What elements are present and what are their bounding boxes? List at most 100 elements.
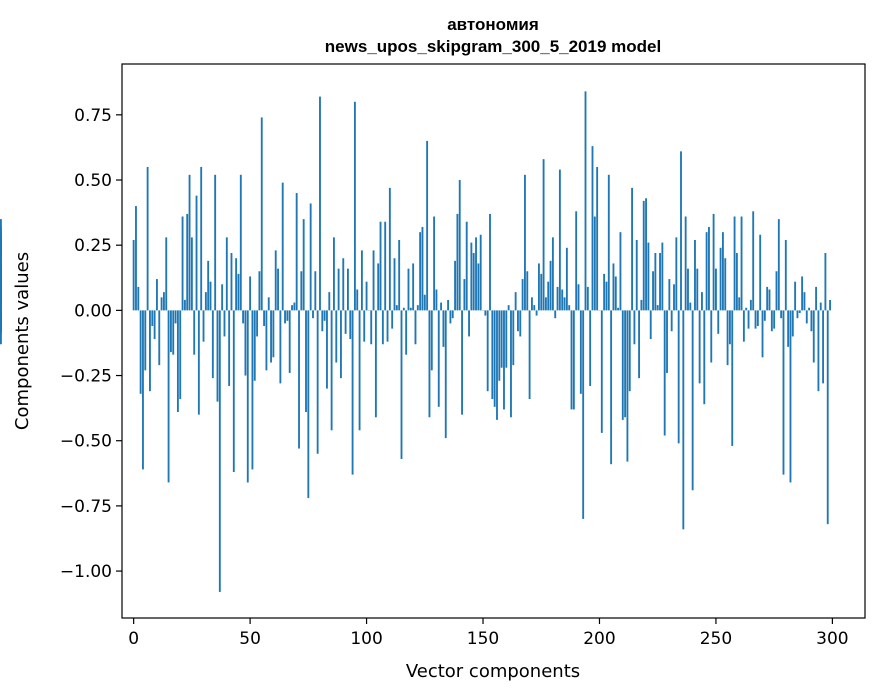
bar-component-291 [810, 310, 813, 332]
bar-component-52 [253, 310, 256, 381]
bar-component-205 [610, 310, 613, 465]
bar-component-222 [649, 310, 652, 340]
bar-component-218 [640, 299, 643, 311]
bar-component-166 [519, 310, 522, 337]
bar-component-122 [416, 305, 419, 311]
bar-component-67 [288, 310, 291, 373]
bar-component-240 [691, 310, 694, 491]
bar-component-105 [377, 263, 380, 311]
bar-component-221 [647, 242, 650, 311]
bar-component-39 [223, 310, 226, 337]
bar-component-13 [162, 292, 165, 311]
x-tick-label: 200 [583, 629, 615, 649]
bar-component-81 [321, 310, 324, 332]
bar-component-270 [761, 310, 764, 358]
y-tick-label: 0.25 [74, 236, 112, 256]
bar-component-295 [819, 302, 822, 311]
bar-component-111 [391, 310, 394, 329]
bar-component-undefined [0, 263, 2, 311]
bar-component-172 [533, 305, 536, 311]
bar-component-5 [144, 310, 147, 371]
plot-frame [121, 63, 866, 619]
bar-component-79 [316, 310, 319, 454]
bar-component-241 [694, 239, 696, 311]
bar-component-95 [353, 101, 356, 311]
bar-component-211 [624, 310, 627, 418]
bar-component-286 [798, 310, 801, 313]
x-axis-label: Vector components [406, 661, 580, 682]
bar-component-132 [440, 302, 443, 311]
bar-component-224 [654, 253, 657, 311]
bar-component-92 [347, 268, 349, 311]
x-tick-label: 0 [128, 629, 139, 649]
bar-component-128 [430, 310, 433, 371]
bar-component-289 [805, 310, 808, 324]
bar-component-202 [603, 273, 606, 311]
bar-component-180 [551, 237, 554, 311]
bar-component-219 [642, 200, 645, 311]
bar-component-297 [824, 253, 827, 311]
bar-component-294 [817, 310, 820, 392]
bar-component-243 [698, 310, 701, 384]
bar-component-66 [286, 310, 289, 321]
bar-component-44 [235, 258, 238, 311]
bar-component-283 [791, 310, 794, 337]
bar-component-142 [463, 279, 466, 311]
bar-component-212 [626, 310, 629, 462]
bar-component-63 [279, 310, 282, 384]
bar-component-77 [312, 310, 314, 319]
bar-component-159 [503, 310, 505, 410]
bar-component-45 [237, 273, 240, 311]
bar-component-207 [614, 276, 617, 311]
bar-component-151 [484, 310, 487, 316]
bar-component-54 [258, 271, 261, 311]
bar-component-209 [619, 232, 622, 311]
x-tick-label: 150 [467, 629, 499, 649]
x-tick-label: 250 [700, 629, 732, 649]
bar-component-259 [735, 253, 738, 311]
bar-component-267 [754, 310, 757, 329]
bar-component-261 [740, 216, 743, 311]
bar-component-181 [554, 310, 557, 319]
bar-component-120 [412, 263, 415, 311]
bar-component-145 [470, 242, 473, 311]
bar-component-228 [663, 310, 666, 436]
bar-component-229 [666, 310, 668, 373]
bar-component-25 [190, 237, 193, 311]
bar-component-220 [645, 198, 647, 311]
bar-component-27 [195, 195, 198, 311]
bar-component-24 [188, 174, 191, 311]
bar-component-30 [202, 310, 205, 342]
bar-component-118 [407, 268, 410, 311]
bar-component-60 [272, 310, 275, 358]
bar-component-0 [132, 239, 135, 311]
bar-component-239 [689, 302, 692, 311]
bar-component-174 [537, 263, 540, 311]
bar-component-78 [314, 271, 317, 311]
bar-component-296 [822, 310, 824, 384]
y-axis-ticks: −1.00 −0.75 −0.50 −0.25 0.00 0.25 0.50 0.75 [60, 106, 122, 582]
bar-component-249 [712, 213, 715, 311]
bar-component-213 [628, 310, 631, 392]
bar-component-204 [607, 174, 610, 311]
bar-component-62 [277, 268, 279, 311]
bar-component-236 [682, 310, 685, 530]
bar-component-113 [395, 305, 398, 311]
bar-component-43 [232, 310, 235, 473]
bar-component-144 [468, 310, 470, 337]
bar-component-158 [500, 310, 503, 368]
bar-component-7 [149, 310, 151, 392]
bar-component-162 [510, 310, 512, 418]
bar-component-124 [421, 226, 424, 311]
x-axis-ticks: 0 50 100 150 200 250 300 [128, 618, 849, 649]
bar-component-65 [284, 310, 286, 324]
bar-component-284 [794, 281, 797, 311]
bar-component-140 [458, 180, 461, 311]
bar-component-138 [454, 260, 456, 311]
bar-component-288 [803, 292, 806, 311]
bar-component-64 [281, 182, 284, 311]
bar-component-231 [670, 310, 673, 332]
bar-component-187 [568, 305, 571, 311]
